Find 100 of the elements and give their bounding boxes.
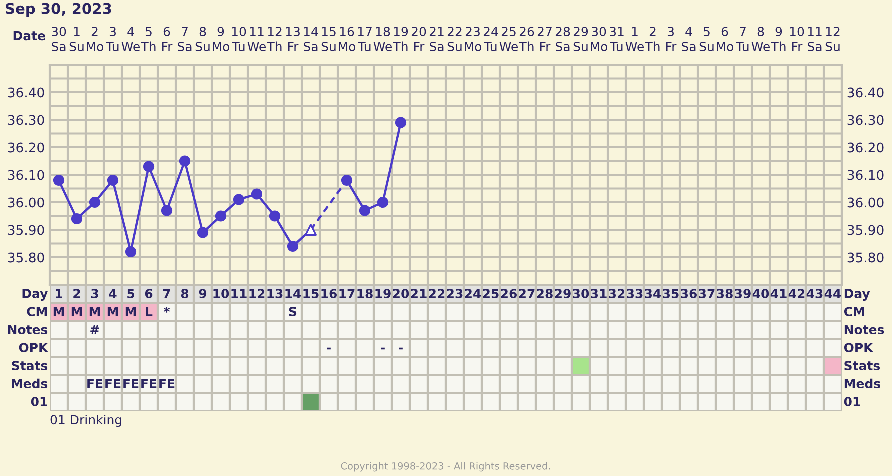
x-tick-label: 31 [591, 289, 607, 299]
x-tick-label: 40 [752, 289, 770, 299]
x-tick-label: 14 [286, 289, 302, 298]
x-tick-label: 8 Su [196, 27, 210, 52]
x-tick-label: 29 [555, 289, 571, 299]
x-axis-title: Day [22, 289, 48, 301]
x-tick-label: 34 [645, 289, 662, 299]
x-tick-label: 7 Sa [178, 27, 192, 52]
x-tick-label: 8 We [752, 27, 770, 52]
x-tick-label: 24 [465, 289, 482, 298]
x-tick-label: 11 Sa [808, 27, 822, 52]
text: M [54, 307, 64, 316]
x-tick-label: 1 Su [70, 27, 84, 52]
x-tick-label: 17 [340, 289, 355, 298]
text: FE [142, 379, 157, 388]
text: FE [106, 379, 121, 388]
x-tick-label: 9 Th [771, 27, 786, 52]
x-tick-label: 2 Th [645, 27, 660, 52]
text: M [108, 307, 118, 316]
x-tick-label: 29 Su [574, 27, 588, 52]
x-tick-label: 4 Sa [682, 27, 696, 52]
x-tick-label: 42 [788, 289, 805, 298]
y2-tick-label: OPK [844, 343, 874, 353]
text: Day [844, 289, 870, 301]
x-tick-label: 20 [393, 289, 410, 299]
y-tick-label: 36.40 [8, 88, 44, 98]
x-tick-label: 32 [609, 289, 625, 299]
y-tick-label: 01 [31, 397, 48, 407]
x-tick-label: 27 [519, 289, 535, 298]
y2-tick-label: CM [844, 307, 864, 317]
x-tick-label: 8 [181, 289, 189, 299]
y-tick-label: 36.10 [8, 170, 44, 180]
x-tick-label: 38 [717, 289, 733, 299]
x-tick-label: 12 [250, 289, 265, 298]
x-tick-label: 3 Fr [666, 27, 677, 52]
text: FE [160, 379, 175, 388]
x-tick-label: 2 [74, 289, 80, 298]
x-tick-label: 11 We [248, 27, 266, 52]
y-tick-label: CM [27, 307, 48, 317]
x-tick-label: 10 Tu [232, 27, 246, 52]
text: 01 Drinking [50, 414, 122, 428]
x-tick-label: 28 [537, 289, 553, 299]
x-tick-label: 6 [145, 289, 153, 299]
x-tick-label: 16 [322, 289, 338, 299]
y2-tick-label: 36.10 [848, 170, 884, 180]
x-tick-label: 3 [91, 289, 98, 299]
text: M [126, 307, 136, 316]
x-tick-label: 19 Th [393, 27, 408, 52]
y-tick-label: 35.80 [8, 252, 44, 263]
y2-tick-label: Notes [844, 325, 884, 335]
x-tick-label: 9 Mo [213, 27, 230, 52]
text: # [90, 325, 100, 334]
x-tick-label: 44 [824, 289, 842, 298]
text: M [90, 307, 100, 316]
text: L [146, 307, 153, 316]
y-tick-label: Stats [12, 361, 48, 371]
y2-tick-label: 36.20 [848, 142, 884, 153]
x-tick-label: 23 [447, 289, 463, 299]
x-tick-label: 24 Tu [484, 27, 498, 52]
x-tick-label: 20 Fr [412, 27, 426, 52]
x-tick-label: 5 Th [141, 27, 156, 52]
x-tick-label: 28 Sa [556, 27, 570, 52]
x-tick-label: 22 Su [448, 27, 462, 52]
text: FE [124, 379, 139, 388]
y2-tick-label: 35.90 [848, 225, 884, 236]
x-tick-label: 23 Mo [465, 27, 482, 52]
x-tick-label: 15 [304, 289, 319, 299]
x-tick-label: 12 Th [267, 27, 282, 52]
x-tick-label: 2 Mo [87, 27, 104, 52]
x-tick-label: 13 Fr [286, 27, 300, 52]
x-tick-label: 30 Mo [591, 27, 608, 52]
x-tick-label: 4 We [122, 27, 140, 52]
y2-tick-label: 35.80 [848, 252, 884, 263]
x-tick-label: 18 We [374, 27, 392, 52]
chart-title: Sep 30, 2023 [6, 3, 112, 18]
text: Copyright 1998-2023 - All Rights Reserved. [341, 462, 550, 472]
text: M [72, 307, 82, 316]
y-tick-label: Notes [8, 325, 48, 335]
x-tick-label: 36 [681, 289, 698, 299]
x-tick-label: 27 Fr [538, 27, 552, 52]
x-tick-label: 6 Fr [162, 27, 173, 52]
x-tick-label: 26 Th [519, 27, 534, 52]
x-tick-label: 21 [411, 289, 427, 298]
x-tick-label: 19 [376, 289, 391, 299]
y2-tick-label: 01 [844, 397, 860, 407]
y2-tick-label: 36.00 [848, 198, 884, 208]
x-tick-label: 39 [735, 289, 751, 299]
text: - [399, 348, 403, 350]
y-tick-label: 36.00 [8, 198, 44, 208]
text: - [381, 348, 385, 350]
x-tick-label: 41 [770, 289, 787, 298]
text: FE [88, 379, 103, 388]
x-tick-label: 4 [109, 289, 117, 298]
x-tick-label: 14 Sa [304, 27, 318, 52]
x-tick-label: 18 [358, 289, 373, 299]
x-tick-label: 7 [163, 289, 170, 298]
y-tick-label: 35.90 [8, 225, 44, 236]
x-tick-label: 26 [501, 289, 518, 299]
x-tick-label: 30 [573, 289, 590, 299]
y-tick-label: 36.20 [8, 142, 44, 153]
